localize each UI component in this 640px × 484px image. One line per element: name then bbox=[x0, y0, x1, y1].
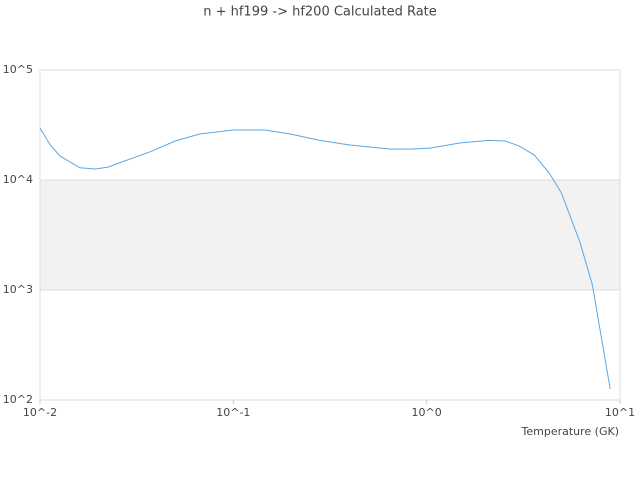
y-tick-label: 10^5 bbox=[3, 63, 33, 76]
y-tick-label: 10^2 bbox=[3, 393, 33, 406]
x-tick-label: 10^0 bbox=[412, 406, 442, 419]
x-axis-label: Temperature (GK) bbox=[521, 425, 620, 438]
x-tick-label: 10^1 bbox=[605, 406, 635, 419]
x-tick-label: 10^-2 bbox=[23, 406, 57, 419]
x-tick-label: 10^-1 bbox=[216, 406, 250, 419]
chart-title: n + hf199 -> hf200 Calculated Rate bbox=[203, 5, 437, 20]
line bbox=[39, 127, 611, 390]
grid-band bbox=[40, 180, 620, 290]
y-tick-label: 10^3 bbox=[3, 283, 33, 296]
y-tick-label: 10^4 bbox=[3, 173, 33, 186]
